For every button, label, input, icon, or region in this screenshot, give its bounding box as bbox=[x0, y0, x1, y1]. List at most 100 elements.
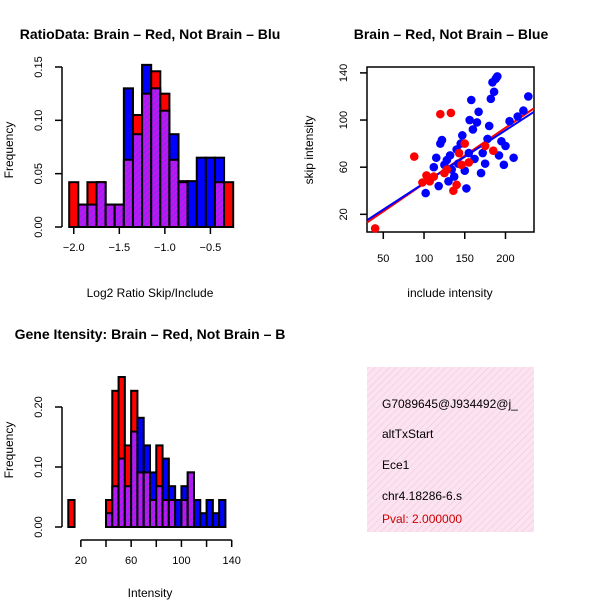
ratio-hist-y-tick-label: 0.10 bbox=[33, 110, 45, 131]
scatter-point-not-brain bbox=[486, 94, 496, 104]
scatter-point-not-brain bbox=[431, 153, 441, 163]
intensity-hist-y-tick-label: 0.00 bbox=[33, 516, 45, 537]
ratio-histogram-ylabel: Frequency bbox=[2, 122, 16, 179]
scatter-point-not-brain bbox=[421, 188, 430, 198]
scatter-point-not-brain bbox=[478, 148, 487, 158]
ratio-histogram-title: RatioData: Brain – Red, Not Brain – Blu bbox=[20, 26, 281, 42]
ratio-hist-y-tick-label: 0.15 bbox=[33, 56, 45, 77]
ratio-hist-bar-brain bbox=[223, 181, 235, 228]
scatter-point-not-brain bbox=[462, 184, 471, 193]
ratio-hist-bar-overlap bbox=[159, 109, 171, 228]
ratio-hist-bar-overlap bbox=[213, 181, 226, 228]
ratio-histogram-bars bbox=[68, 63, 235, 229]
scatter-point-not-brain bbox=[464, 148, 474, 158]
scatter-point-brain bbox=[457, 160, 466, 170]
intensity-histogram: Gene Itensity: Brain – Red, Not Brain – … bbox=[2, 326, 285, 600]
scatter-x-tick-label: 50 bbox=[377, 253, 389, 265]
intensity-histogram-y-axis: 0.00 0.10 0.20 bbox=[33, 396, 63, 538]
intensity-hist-x-tick-label: 140 bbox=[223, 555, 241, 567]
scatter-y-tick-label: 60 bbox=[338, 161, 350, 173]
scatter-y-axis: 20 60 100 140 bbox=[338, 64, 367, 220]
ratio-hist-x-tick-label: −1.0 bbox=[154, 242, 176, 254]
scatter-point-brain bbox=[488, 146, 498, 155]
scatter-x-tick-label: 150 bbox=[456, 253, 474, 265]
ratio-histogram-xlabel: Log2 Ratio Skip/Include bbox=[87, 286, 214, 300]
scatter-point-not-brain bbox=[509, 153, 518, 163]
intensity-histogram-title: Gene Itensity: Brain – Red, Not Brain – … bbox=[15, 326, 286, 342]
scatter-point-not-brain bbox=[501, 141, 510, 151]
scatter-xlabel: include intensity bbox=[407, 286, 492, 300]
scatter-y-tick-label: 140 bbox=[338, 64, 350, 82]
scatter-y-tick-label: 100 bbox=[338, 111, 350, 129]
intensity-hist-y-tick-label: 0.10 bbox=[33, 456, 45, 477]
info-box: G7089645@J934492@j_ altTxStart Ece1 chr4… bbox=[367, 367, 534, 532]
intensity-scatter-plot: Brain – Red, Not Brain – Blue 50 100 150 20… bbox=[302, 26, 548, 300]
ratio-hist-x-tick-label: −0.5 bbox=[200, 242, 222, 254]
ratio-hist-bar-brain bbox=[68, 181, 80, 228]
scatter-y-tick-label: 20 bbox=[338, 208, 350, 220]
scatter-point-brain bbox=[480, 141, 490, 151]
intensity-hist-x-tick-label: 60 bbox=[125, 555, 137, 567]
scatter-point-not-brain bbox=[489, 87, 499, 97]
intensity-histogram-x-axis: 20 60 100 140 bbox=[75, 539, 241, 567]
scatter-point-not-brain bbox=[465, 115, 474, 125]
info-event-type: altTxStart bbox=[382, 427, 434, 441]
scatter-point-not-brain bbox=[444, 177, 453, 186]
ratio-hist-bar-overlap bbox=[113, 203, 125, 229]
ratio-hist-bar-overlap bbox=[86, 203, 98, 229]
ratio-hist-bar-overlap bbox=[104, 203, 116, 229]
ratio-hist-bar-not-brain bbox=[195, 156, 207, 229]
scatter-point-not-brain bbox=[499, 160, 509, 170]
intensity-histogram-xlabel: Intensity bbox=[128, 586, 173, 600]
scatter-x-axis: 50 100 150 200 bbox=[377, 232, 515, 265]
scatter-point-not-brain bbox=[449, 172, 459, 181]
scatter-point-brain bbox=[429, 172, 439, 181]
scatter-point-not-brain bbox=[493, 72, 502, 81]
ratio-hist-bar-overlap bbox=[122, 158, 134, 228]
info-pval: Pval: 2.000000 bbox=[382, 512, 462, 526]
scatter-point-brain bbox=[452, 180, 461, 190]
ratio-hist-bar-overlap bbox=[141, 92, 153, 228]
intensity-histogram-ylabel: Frequency bbox=[2, 422, 16, 479]
scatter-point-not-brain bbox=[523, 92, 533, 101]
scatter-point-brain bbox=[454, 148, 464, 158]
ratio-hist-bar-overlap bbox=[177, 181, 189, 228]
info-event-id: G7089645@J934492@j_ bbox=[382, 397, 518, 411]
intensity-hist-x-tick-label: 20 bbox=[75, 555, 87, 567]
ratio-hist-bar-overlap bbox=[168, 158, 180, 228]
ratio-hist-y-tick-label: 0.05 bbox=[33, 163, 45, 184]
ratio-histogram: RatioData: Brain – Red, Not Brain – Blu … bbox=[2, 26, 280, 300]
scatter-point-not-brain bbox=[513, 112, 523, 121]
scatter-point-brain bbox=[464, 158, 474, 167]
scatter-point-brain bbox=[460, 139, 470, 148]
scatter-point-not-brain bbox=[494, 151, 504, 160]
scatter-point-brain bbox=[370, 224, 380, 233]
intensity-hist-bar-not-brain bbox=[218, 499, 227, 528]
scatter-point-not-brain bbox=[468, 125, 478, 134]
scatter-title: Brain – Red, Not Brain – Blue bbox=[354, 26, 549, 42]
scatter-x-tick-label: 100 bbox=[415, 253, 433, 265]
scatter-point-brain bbox=[442, 165, 452, 174]
scatter-point-brain bbox=[409, 152, 419, 161]
scatter-point-brain bbox=[436, 109, 445, 119]
scatter-point-brain bbox=[418, 178, 427, 187]
scatter-ylabel: skip intensity bbox=[302, 116, 316, 185]
ratio-hist-bar-overlap bbox=[95, 181, 107, 228]
ratio-hist-x-tick-label: −2.0 bbox=[63, 242, 85, 254]
scatter-points bbox=[370, 72, 533, 233]
ratio-hist-x-tick-label: −1.5 bbox=[108, 242, 130, 254]
scatter-point-not-brain bbox=[505, 116, 514, 126]
scatter-point-not-brain bbox=[484, 121, 494, 131]
ratio-hist-bar-overlap bbox=[150, 87, 162, 229]
scatter-point-not-brain bbox=[445, 151, 455, 160]
intensity-histogram-bars bbox=[67, 376, 227, 529]
intensity-hist-y-tick-label: 0.20 bbox=[33, 396, 45, 417]
scatter-point-not-brain bbox=[480, 159, 490, 168]
ratio-hist-bar-overlap bbox=[77, 203, 89, 229]
intensity-hist-bar-brain bbox=[67, 499, 76, 528]
scatter-point-brain bbox=[446, 108, 456, 118]
ratio-hist-bar-not-brain bbox=[204, 156, 216, 229]
scatter-plot-frame bbox=[366, 66, 535, 233]
scatter-point-not-brain bbox=[458, 131, 467, 140]
ratio-hist-y-tick-label: 0.00 bbox=[33, 216, 45, 237]
